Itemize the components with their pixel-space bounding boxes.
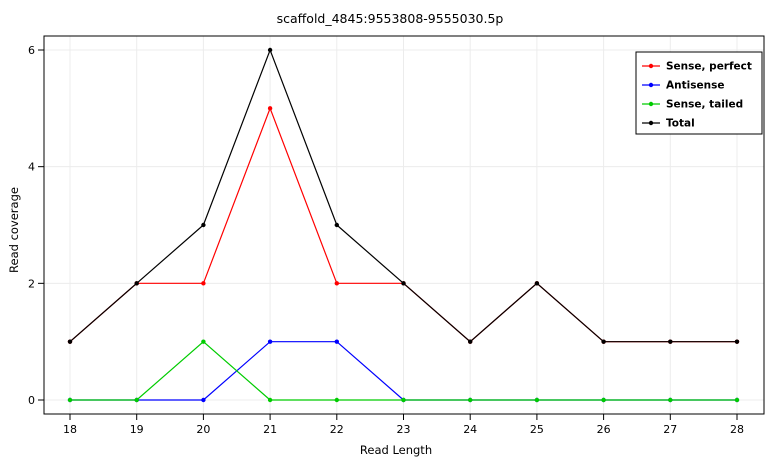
x-axis-tick-label: 24 xyxy=(463,423,477,436)
series-point-sense-perfect xyxy=(334,281,339,286)
series-point-total xyxy=(534,281,540,286)
series-point-total xyxy=(734,339,740,344)
series-point-antisense xyxy=(267,339,273,344)
legend-marker-sense-perfect xyxy=(648,63,654,69)
series-point-sense-perfect xyxy=(201,281,206,286)
series-point-total xyxy=(468,339,473,344)
legend-label-antisense: Antisense xyxy=(666,80,724,92)
series-point-sense-tailed xyxy=(734,397,740,403)
series-point-antisense xyxy=(201,397,206,403)
y-axis-tick-label: 6 xyxy=(28,44,35,57)
legend-label-total: Total xyxy=(666,118,695,130)
y-axis-label: Read coverage xyxy=(7,187,21,273)
series-point-total xyxy=(267,47,273,53)
series-point-total xyxy=(668,339,673,344)
x-axis-tick-label: 26 xyxy=(597,423,611,436)
x-axis-tick-label: 18 xyxy=(63,423,77,436)
x-axis-tick-label: 25 xyxy=(530,423,544,436)
x-axis-tick-label: 21 xyxy=(263,423,277,436)
series-point-sense-tailed xyxy=(267,397,273,403)
x-axis-tick-label: 20 xyxy=(196,423,210,436)
x-axis-label: Read Length xyxy=(359,443,433,457)
series-point-sense-tailed xyxy=(601,397,606,403)
legend-marker-antisense xyxy=(648,82,654,88)
series-point-sense-tailed xyxy=(534,397,540,403)
legend-marker-total xyxy=(648,120,654,126)
y-axis-tick-label: 0 xyxy=(28,394,35,407)
series-point-total xyxy=(601,339,606,344)
y-axis-tick-label: 4 xyxy=(28,161,35,174)
y-axis-tick-label: 2 xyxy=(28,277,35,290)
x-axis-tick-label: 28 xyxy=(730,423,744,436)
series-point-sense-perfect xyxy=(267,106,273,111)
series-point-sense-tailed xyxy=(401,397,406,403)
x-axis-tick-label: 19 xyxy=(130,423,144,436)
series-point-sense-tailed xyxy=(67,397,73,403)
legend-label-sense-perfect: Sense, perfect xyxy=(666,61,752,73)
series-point-sense-tailed xyxy=(201,339,206,344)
legend-label-sense-tailed: Sense, tailed xyxy=(666,99,743,111)
legend-marker-sense-tailed xyxy=(648,101,654,107)
series-point-total xyxy=(334,222,339,228)
series-point-sense-tailed xyxy=(468,397,473,403)
series-point-sense-tailed xyxy=(334,397,339,403)
x-axis-tick-label: 27 xyxy=(663,423,677,436)
x-axis-tick-label: 22 xyxy=(330,423,344,436)
chart-title: scaffold_4845:9553808-9555030.5p xyxy=(276,11,504,26)
series-point-total xyxy=(67,339,73,344)
series-point-total xyxy=(401,281,406,286)
series-point-total xyxy=(201,222,206,228)
series-point-antisense xyxy=(334,339,339,344)
series-point-total xyxy=(134,281,139,286)
x-axis-tick-label: 23 xyxy=(397,423,411,436)
series-point-sense-tailed xyxy=(134,397,139,403)
series-point-sense-tailed xyxy=(668,397,673,403)
